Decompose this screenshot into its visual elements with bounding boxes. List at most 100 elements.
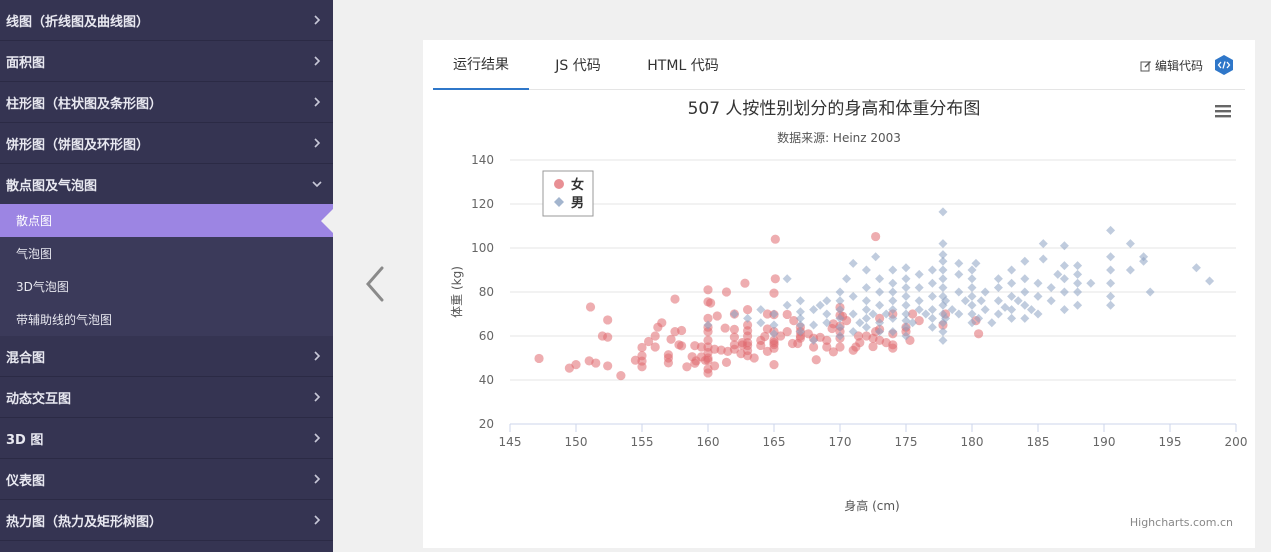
data-point-male[interactable] — [967, 265, 977, 275]
data-point-male[interactable] — [938, 239, 948, 249]
tab-html-code[interactable]: HTML 代码 — [638, 40, 728, 90]
data-point-male[interactable] — [993, 274, 1003, 284]
data-point-male[interactable] — [974, 313, 984, 323]
data-point-male[interactable] — [938, 327, 948, 337]
data-point-male[interactable] — [1106, 300, 1116, 310]
data-point-female[interactable] — [650, 342, 660, 352]
context-menu-icon[interactable] — [1215, 105, 1231, 118]
data-point-female[interactable] — [637, 342, 647, 353]
data-point-female[interactable] — [721, 357, 732, 367]
data-point-male[interactable] — [1053, 269, 1063, 279]
data-point-male[interactable] — [835, 313, 845, 323]
data-point-female[interactable] — [729, 340, 739, 350]
data-point-male[interactable] — [901, 331, 911, 341]
data-point-male[interactable] — [967, 318, 977, 328]
sidebar-item-area[interactable]: 面积图 — [0, 41, 333, 82]
data-point-female[interactable] — [749, 353, 759, 363]
chart-credits[interactable]: Highcharts.com.cn — [1130, 516, 1233, 529]
data-point-male[interactable] — [855, 318, 865, 328]
data-point-female[interactable] — [828, 347, 838, 357]
data-point-male[interactable] — [1033, 278, 1043, 288]
data-point-male[interactable] — [914, 283, 924, 293]
data-point-male[interactable] — [743, 313, 753, 323]
data-point-female[interactable] — [703, 368, 713, 378]
data-point-male[interactable] — [782, 274, 792, 284]
data-point-male[interactable] — [980, 305, 990, 315]
data-point-female[interactable] — [670, 294, 680, 304]
data-point-male[interactable] — [1059, 241, 1069, 251]
data-point-male[interactable] — [1046, 296, 1056, 306]
data-point-male[interactable] — [1139, 252, 1149, 262]
data-point-male[interactable] — [1073, 278, 1083, 288]
data-point-male[interactable] — [835, 287, 845, 297]
data-point-male[interactable] — [901, 300, 911, 310]
data-point-male[interactable] — [1059, 274, 1069, 284]
data-point-male[interactable] — [769, 320, 779, 330]
data-point-male[interactable] — [822, 318, 832, 328]
data-point-female[interactable] — [644, 336, 654, 347]
data-point-male[interactable] — [954, 309, 964, 319]
data-point-male[interactable] — [861, 265, 871, 275]
data-point-male[interactable] — [938, 250, 948, 260]
data-point-female[interactable] — [703, 335, 713, 345]
data-point-male[interactable] — [848, 327, 858, 337]
sidebar-subitem-bubble-plotlines[interactable]: 带辅助线的气泡图 — [0, 303, 333, 336]
data-point-female[interactable] — [811, 355, 821, 365]
data-point-male[interactable] — [875, 274, 885, 284]
data-point-female[interactable] — [616, 371, 626, 381]
data-point-female[interactable] — [760, 331, 770, 342]
data-point-male[interactable] — [1125, 265, 1135, 275]
sidebar-item-3d[interactable]: 3D 图 — [0, 418, 333, 459]
data-point-male[interactable] — [927, 322, 937, 332]
data-point-male[interactable] — [1007, 265, 1017, 275]
data-point-male[interactable] — [729, 309, 739, 319]
data-point-female[interactable] — [782, 309, 792, 320]
sidebar-item-pie[interactable]: 饼形图（饼图及环形图） — [0, 123, 333, 164]
edit-code-link[interactable]: 编辑代码 — [1140, 57, 1203, 74]
data-point-male[interactable] — [938, 274, 948, 284]
data-point-male[interactable] — [938, 207, 948, 217]
data-point-female[interactable] — [637, 351, 647, 361]
data-point-male[interactable] — [888, 296, 898, 306]
data-point-male[interactable] — [782, 300, 792, 310]
data-point-male[interactable] — [901, 263, 911, 273]
data-point-female[interactable] — [703, 313, 713, 323]
tab-js-code[interactable]: JS 代码 — [543, 40, 613, 90]
data-point-female[interactable] — [855, 338, 865, 348]
data-point-male[interactable] — [927, 291, 937, 301]
data-point-female[interactable] — [706, 298, 716, 308]
data-point-male[interactable] — [927, 313, 937, 323]
data-point-male[interactable] — [954, 287, 964, 297]
data-point-female[interactable] — [729, 324, 739, 334]
data-point-male[interactable] — [1205, 276, 1215, 286]
data-point-male[interactable] — [967, 309, 977, 319]
sidebar-item-column[interactable]: 柱形图（柱状图及条形图） — [0, 82, 333, 123]
data-point-male[interactable] — [960, 296, 970, 306]
data-point-female[interactable] — [908, 309, 918, 319]
sidebar-subitem-bubble[interactable]: 气泡图 — [0, 237, 333, 270]
sidebar-item-gauge[interactable]: 仪表图 — [0, 459, 333, 500]
data-point-male[interactable] — [1106, 291, 1116, 301]
tab-result[interactable]: 运行结果 — [433, 40, 529, 90]
data-point-female[interactable] — [743, 338, 753, 348]
data-point-female[interactable] — [603, 315, 613, 325]
data-point-male[interactable] — [848, 258, 858, 268]
data-point-male[interactable] — [769, 329, 779, 339]
data-point-female[interactable] — [769, 288, 779, 298]
data-point-female[interactable] — [835, 342, 845, 352]
data-point-male[interactable] — [954, 258, 964, 268]
data-point-male[interactable] — [835, 305, 845, 315]
data-point-male[interactable] — [976, 296, 986, 306]
data-point-male[interactable] — [1020, 256, 1030, 266]
data-point-male[interactable] — [947, 305, 957, 315]
data-point-male[interactable] — [941, 313, 951, 323]
data-point-male[interactable] — [861, 313, 871, 323]
data-point-male[interactable] — [1007, 305, 1017, 315]
data-point-male[interactable] — [809, 335, 819, 345]
data-point-female[interactable] — [729, 332, 739, 342]
data-point-male[interactable] — [822, 309, 832, 319]
data-point-male[interactable] — [993, 296, 1003, 306]
data-point-male[interactable] — [1073, 300, 1083, 310]
data-point-male[interactable] — [1073, 269, 1083, 279]
code-icon[interactable] — [1213, 54, 1235, 76]
